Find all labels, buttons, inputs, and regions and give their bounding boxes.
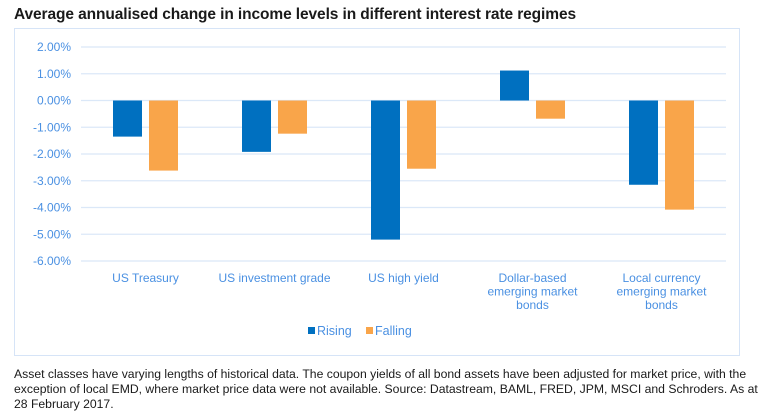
bar-falling xyxy=(278,100,307,134)
bar-falling xyxy=(407,100,436,169)
y-tick-label: -4.00% xyxy=(33,201,71,215)
legend: Rising Falling xyxy=(308,324,412,338)
x-tick-label: emerging market xyxy=(487,285,578,299)
x-tick-label: Local currency xyxy=(622,271,700,285)
bar-rising xyxy=(500,70,529,101)
x-tick-label: US high yield xyxy=(368,271,439,285)
x-tick-label: US investment grade xyxy=(218,271,330,285)
bar-rising xyxy=(242,100,271,152)
x-tick-label: emerging market xyxy=(616,285,707,299)
bar-rising xyxy=(371,100,400,240)
bar-falling xyxy=(149,100,178,171)
y-tick-label: 1.00% xyxy=(37,67,71,81)
gridlines xyxy=(81,46,726,262)
y-tick-label: -5.00% xyxy=(33,227,71,241)
legend-label-falling: Falling xyxy=(375,324,412,338)
bar-rising xyxy=(629,100,658,185)
y-axis-tick-labels: 2.00% 1.00% 0.00% -1.00% -2.00% -3.00% -4.00% -… xyxy=(33,40,71,268)
footnote: Asset classes have varying lengths of hi… xyxy=(14,367,758,411)
y-tick-label: -1.00% xyxy=(33,120,71,134)
y-tick-label: 2.00% xyxy=(37,40,71,54)
bar-falling xyxy=(536,100,565,119)
bar-chart: 2.00% 1.00% 0.00% -1.00% -2.00% -3.00% -4.00% -… xyxy=(33,40,726,338)
y-tick-label: -3.00% xyxy=(33,174,71,188)
x-tick-label: Dollar-based xyxy=(498,271,566,285)
x-tick-label: bonds xyxy=(516,298,549,312)
legend-label-rising: Rising xyxy=(317,324,352,338)
bar-falling xyxy=(665,100,694,210)
legend-swatch-rising xyxy=(308,327,315,334)
chart-title: Average annualised change in income leve… xyxy=(14,6,576,23)
bars xyxy=(113,70,694,240)
legend-swatch-falling xyxy=(366,327,373,334)
y-tick-label: 0.00% xyxy=(37,94,71,108)
y-tick-label: -6.00% xyxy=(33,254,71,268)
y-tick-label: -2.00% xyxy=(33,147,71,161)
x-axis-category-labels: US Treasury US investment grade US high yi… xyxy=(112,271,707,312)
x-tick-label: US Treasury xyxy=(112,271,179,285)
chart-area: 2.00% 1.00% 0.00% -1.00% -2.00% -3.00% -4.00% -… xyxy=(14,28,740,356)
x-tick-label: bonds xyxy=(645,298,678,312)
bar-rising xyxy=(113,100,142,137)
